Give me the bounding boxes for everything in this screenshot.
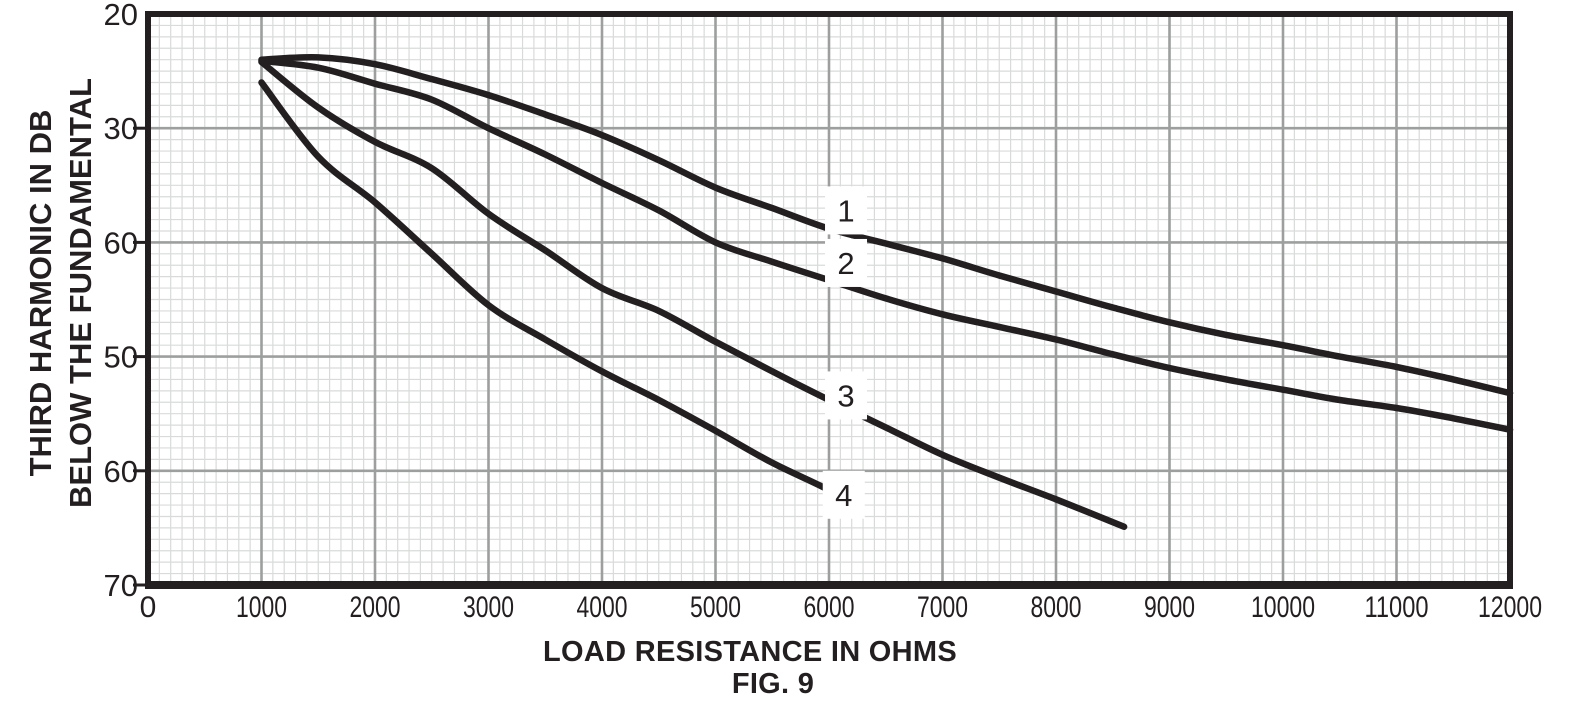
curve-2-label-patch [825, 238, 868, 287]
y-tick-label-2: 60 [104, 225, 138, 260]
x-tick-label-1000: 1000 [236, 591, 287, 624]
x-tick-label-5000: 5000 [690, 591, 741, 624]
y-axis-title: THIRD HARMONIC IN DB BELOW THE FUNDAMENT… [21, 0, 103, 604]
y-tick-label-0: 20 [104, 0, 138, 32]
curve-3-label-patch [825, 371, 868, 420]
x-tick-label-7000: 7000 [917, 591, 968, 624]
y-tick-labels: 20 30 60 50 60 70 [104, 0, 138, 603]
curve-4-path [258, 79, 861, 513]
x-tick-label-2000: 2000 [350, 591, 401, 624]
figure-caption: FIG. 9 [731, 668, 815, 700]
x-tick-label-8000: 8000 [1031, 591, 1082, 624]
x-tick-label-3000: 3000 [463, 591, 514, 624]
y-tick-label-3: 50 [104, 340, 138, 375]
curve-4-label: 4 [835, 478, 852, 513]
y-axis-ticks [133, 126, 145, 587]
curve-3-label: 3 [837, 378, 854, 413]
x-tick-label-12000: 12000 [1478, 591, 1542, 624]
x-tick-label-0: 0 [140, 591, 157, 624]
curve-2-path [258, 57, 1514, 433]
curve-1-path [258, 54, 1514, 397]
curve-1-label: 1 [837, 193, 854, 228]
curve-1-label-patch [825, 186, 868, 235]
curve-3-path [258, 58, 1128, 531]
x-tick-label-6000: 6000 [804, 591, 855, 624]
x-tick-label-9000: 9000 [1144, 591, 1195, 624]
curves [258, 54, 1514, 531]
y-tick-label-4: 60 [104, 454, 138, 489]
y-axis-title-line1: THIRD HARMONIC IN DB [23, 109, 58, 477]
y-axis-title-line2: BELOW THE FUNDAMENTAL [63, 78, 98, 508]
curve-2-label: 2 [837, 246, 854, 281]
x-tick-label-11000: 11000 [1365, 591, 1429, 624]
curve-4-label-patch [822, 470, 865, 519]
curve-labels: 1 2 3 4 [822, 186, 868, 519]
plot-border [145, 11, 1513, 589]
y-tick-label-5: 70 [104, 568, 138, 603]
x-axis-title: LOAD RESISTANCE IN OHMS [543, 636, 957, 668]
x-tick-label-4000: 4000 [577, 591, 628, 624]
x-tick-labels: 0 1000 2000 3000 4000 5000 6000 7000 8000 9000 100… [140, 591, 1542, 624]
y-tick-label-1: 30 [104, 111, 138, 146]
x-tick-label-10000: 10000 [1251, 591, 1315, 624]
